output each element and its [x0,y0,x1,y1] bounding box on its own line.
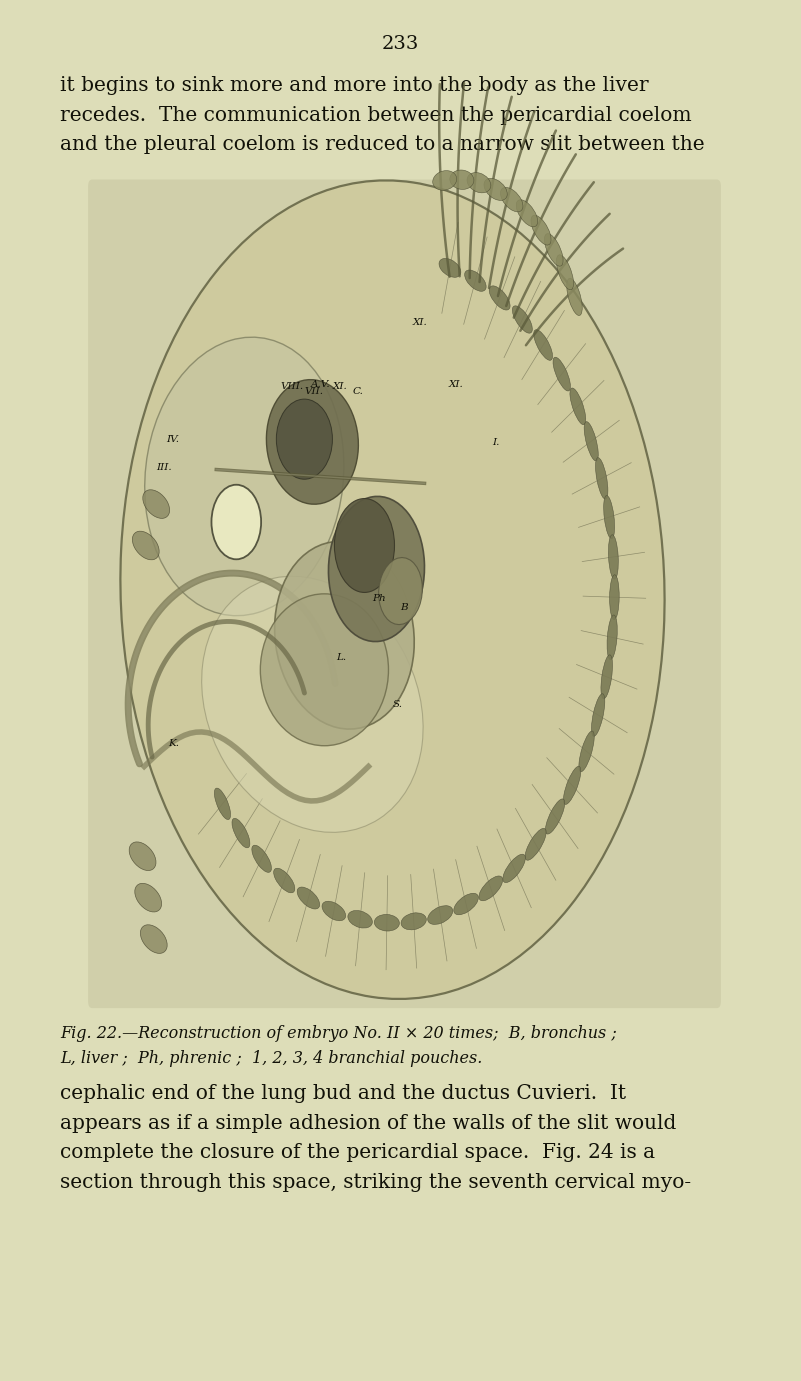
Text: L, liver ;  Ph, phrenic ;  1, 2, 3, 4 branchial pouches.: L, liver ; Ph, phrenic ; 1, 2, 3, 4 bran… [60,1050,482,1066]
Text: and the pleural coelom is reduced to a narrow slit between the: and the pleural coelom is reduced to a n… [60,135,705,155]
Text: A.V.: A.V. [311,380,331,388]
Text: VII.: VII. [304,387,324,395]
Text: XI.: XI. [449,380,463,388]
Text: it begins to sink more and more into the body as the liver: it begins to sink more and more into the… [60,76,649,95]
Ellipse shape [563,766,581,804]
Text: complete the closure of the pericardial space.  Fig. 24 is a: complete the closure of the pericardial … [60,1143,655,1163]
Text: L.: L. [336,653,347,661]
Ellipse shape [610,574,619,620]
Ellipse shape [557,254,574,290]
Text: III.: III. [156,463,172,471]
Ellipse shape [567,279,582,315]
Ellipse shape [465,271,486,291]
Ellipse shape [120,181,665,998]
Text: XI.: XI. [332,383,347,391]
Ellipse shape [267,380,358,504]
Ellipse shape [145,337,344,616]
Text: IV.: IV. [167,435,179,443]
Text: Fig. 22.—Reconstruction of embryo No. II × 20 times;  B, bronchus ;: Fig. 22.—Reconstruction of embryo No. II… [60,1025,617,1041]
Ellipse shape [501,188,523,211]
Ellipse shape [401,913,426,929]
Ellipse shape [348,910,372,928]
Text: XI.: XI. [413,318,427,326]
Ellipse shape [322,902,346,921]
Ellipse shape [328,496,425,642]
Ellipse shape [479,876,503,900]
Ellipse shape [129,842,156,870]
Ellipse shape [276,399,332,479]
Ellipse shape [143,490,170,518]
Text: B: B [400,603,409,612]
Ellipse shape [433,171,457,191]
FancyBboxPatch shape [88,180,721,1008]
Ellipse shape [428,906,453,924]
Text: C.: C. [352,387,364,395]
Text: recedes.  The communication between the pericardial coelom: recedes. The communication between the p… [60,106,692,124]
Ellipse shape [609,534,618,579]
Text: S.: S. [392,700,402,708]
Ellipse shape [545,798,565,834]
Ellipse shape [275,541,414,729]
Ellipse shape [374,914,400,931]
Text: 233: 233 [382,35,419,52]
Ellipse shape [579,731,594,772]
Ellipse shape [584,421,598,461]
Ellipse shape [553,358,570,391]
Ellipse shape [252,845,272,873]
Ellipse shape [591,693,605,736]
Text: I.: I. [493,438,500,446]
Ellipse shape [379,558,422,624]
Ellipse shape [545,233,563,267]
Ellipse shape [533,330,553,360]
Ellipse shape [215,789,231,819]
Ellipse shape [525,829,546,860]
Ellipse shape [274,869,295,892]
Ellipse shape [453,894,478,914]
Ellipse shape [489,286,510,309]
Ellipse shape [601,655,613,699]
Ellipse shape [570,388,586,425]
Text: cephalic end of the lung bud and the ductus Cuvieri.  It: cephalic end of the lung bud and the duc… [60,1084,626,1103]
Ellipse shape [202,576,423,833]
Ellipse shape [531,215,551,244]
Ellipse shape [595,457,608,499]
Ellipse shape [516,200,537,226]
Ellipse shape [135,884,162,911]
Ellipse shape [607,615,618,660]
Text: K.: K. [168,739,179,747]
Ellipse shape [232,819,250,848]
Ellipse shape [297,887,320,909]
Ellipse shape [484,178,507,200]
Ellipse shape [450,170,474,189]
Text: VIII.: VIII. [280,383,304,391]
Ellipse shape [260,594,388,746]
Ellipse shape [211,485,261,559]
Ellipse shape [513,305,533,333]
Ellipse shape [439,258,461,278]
Ellipse shape [604,496,614,539]
Text: Ph: Ph [372,594,386,602]
Ellipse shape [335,499,394,592]
Text: appears as if a simple adhesion of the walls of the slit would: appears as if a simple adhesion of the w… [60,1113,677,1132]
Ellipse shape [140,925,167,953]
Ellipse shape [467,173,491,193]
Ellipse shape [132,532,159,559]
Text: section through this space, striking the seventh cervical myo-: section through this space, striking the… [60,1174,691,1192]
Ellipse shape [503,855,525,882]
